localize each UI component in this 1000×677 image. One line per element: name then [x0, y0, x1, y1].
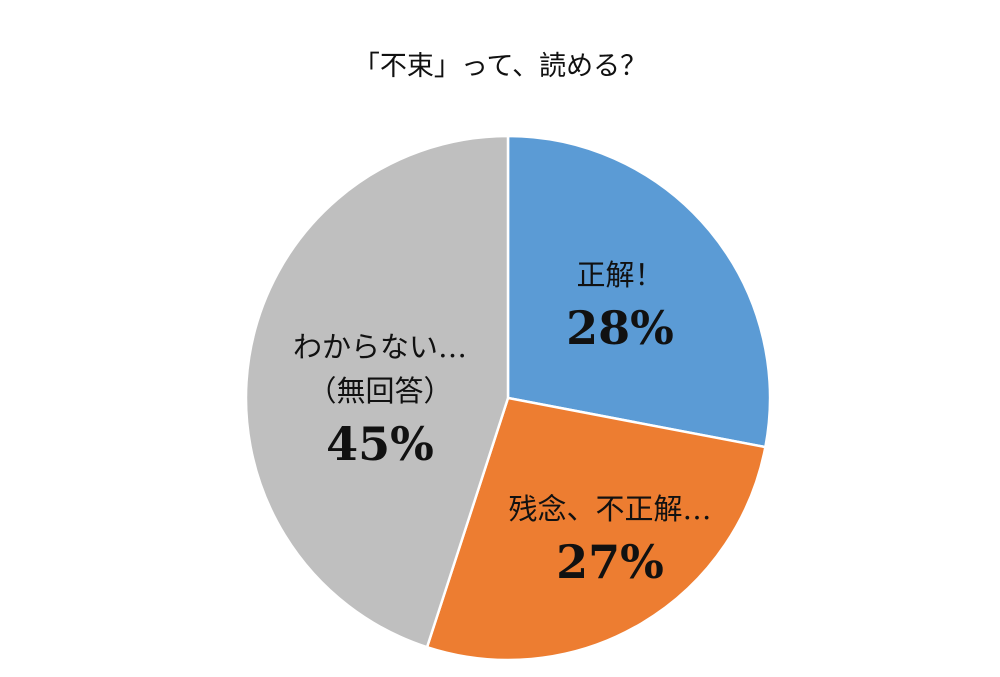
value-label: 27%: [556, 535, 664, 589]
pie-slice: [244, 134, 510, 649]
pie-slice: [506, 134, 772, 449]
slice-label: 残念、不正解… 27%: [508, 487, 711, 593]
category-label: 正解！: [576, 258, 664, 292]
value-label: 28%: [566, 301, 674, 355]
slice-label: 正解！ 28%: [566, 253, 674, 359]
pie-slice: [425, 396, 767, 662]
chart-title: 「不束」って、読める？: [352, 51, 648, 82]
slice-label: わからない… （無回答） 45%: [293, 325, 467, 475]
value-label: 45%: [326, 417, 434, 471]
category-label: 残念、不正解…: [508, 492, 712, 526]
category-label: わからない… （無回答）: [292, 330, 468, 408]
